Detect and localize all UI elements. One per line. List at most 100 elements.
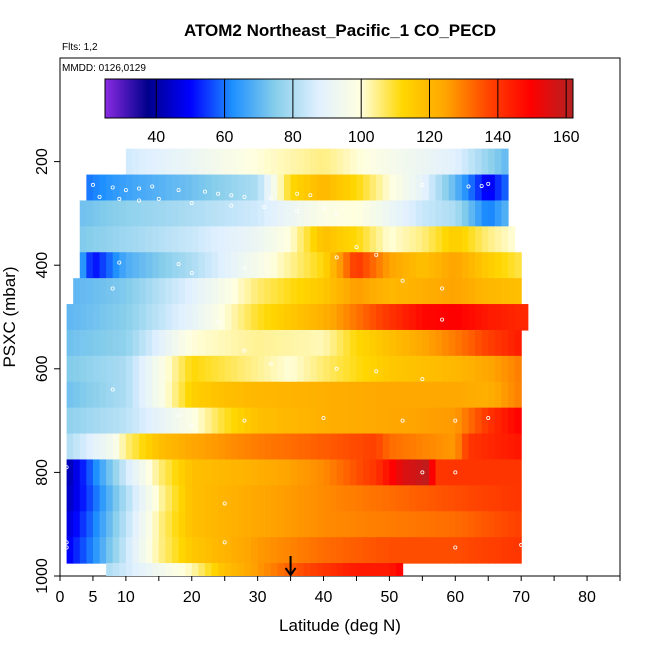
heatmap-cell xyxy=(99,537,107,564)
heatmap-cell xyxy=(402,278,410,305)
heatmap-cell xyxy=(191,459,199,486)
heatmap-cell xyxy=(376,433,384,461)
heatmap-cell xyxy=(204,433,213,461)
heatmap-cell xyxy=(145,355,153,383)
heatmap-cell xyxy=(99,511,107,538)
heatmap-cell xyxy=(270,459,279,486)
heatmap-cell xyxy=(402,485,410,512)
heatmap-cell xyxy=(172,304,180,331)
heatmap-cell xyxy=(211,355,219,383)
heatmap-cell xyxy=(356,355,364,383)
heatmap-cell xyxy=(178,226,186,253)
heatmap-cell xyxy=(270,433,279,461)
heatmap-cell xyxy=(514,511,522,538)
heatmap-cell xyxy=(330,381,338,409)
heatmap-cell xyxy=(382,200,391,227)
heatmap-cell xyxy=(224,226,232,253)
sample-marker xyxy=(400,418,405,423)
heatmap-cell xyxy=(363,278,371,305)
heatmap-cell xyxy=(415,252,423,279)
heatmap-cell xyxy=(290,278,298,305)
heatmap-cell xyxy=(363,174,371,202)
heatmap-cell xyxy=(165,537,173,564)
heatmap-cell xyxy=(86,304,94,331)
heatmap-cell xyxy=(494,200,503,227)
heatmap-cell xyxy=(284,304,292,331)
sample-marker xyxy=(110,286,115,291)
heatmap-cell xyxy=(514,329,522,357)
heatmap-cell xyxy=(139,174,147,202)
heatmap-cell xyxy=(237,148,246,176)
heatmap-cell xyxy=(218,433,226,461)
heatmap-cell xyxy=(415,304,423,331)
heatmap-cell xyxy=(376,407,384,435)
heatmap-cell xyxy=(396,174,404,202)
heatmap-cell xyxy=(448,355,456,383)
heatmap-cell xyxy=(231,148,239,176)
heatmap-cell xyxy=(494,381,503,409)
heatmap-cell xyxy=(132,511,140,538)
heatmap-cell xyxy=(152,459,160,486)
heatmap-cell xyxy=(112,304,120,331)
heatmap-cell xyxy=(455,433,463,461)
heatmap-cell xyxy=(336,200,344,227)
heatmap-cell xyxy=(402,355,410,383)
heatmap-cell xyxy=(389,148,397,176)
heatmap-cell xyxy=(198,226,206,253)
heatmap-cell xyxy=(79,226,87,253)
heatmap-cell xyxy=(396,381,404,409)
heatmap-cell xyxy=(191,174,199,202)
sample-marker xyxy=(453,470,458,475)
heatmap-cell xyxy=(165,459,173,486)
heatmap-cell xyxy=(323,563,331,576)
heatmap-cell xyxy=(363,459,371,486)
heatmap-cell xyxy=(73,381,81,409)
heatmap-cell xyxy=(323,407,331,435)
heatmap-cell xyxy=(178,278,186,305)
heatmap-cell xyxy=(488,433,496,461)
heatmap-cell xyxy=(349,329,358,357)
heatmap-cell xyxy=(389,433,397,461)
heatmap-cell xyxy=(270,148,279,176)
heatmap-cell xyxy=(106,511,114,538)
heatmap-cell xyxy=(264,511,272,538)
heatmap-cell xyxy=(237,485,246,512)
heatmap-cell xyxy=(185,381,193,409)
heatmap-cell xyxy=(73,433,81,461)
heatmap-cell xyxy=(79,433,87,461)
heatmap-cell xyxy=(165,407,173,435)
heatmap-cell xyxy=(257,329,265,357)
heatmap-cell xyxy=(244,200,252,227)
heatmap-cell xyxy=(343,200,351,227)
heatmap-cell xyxy=(415,148,423,176)
heatmap-cell xyxy=(323,433,331,461)
heatmap-cell xyxy=(376,355,384,383)
heatmap-cell xyxy=(468,304,476,331)
heatmap-cell xyxy=(435,200,443,227)
heatmap-cell xyxy=(277,537,285,564)
heatmap-cell xyxy=(488,226,496,253)
heatmap-cell xyxy=(185,511,193,538)
heatmap-cell xyxy=(356,304,364,331)
heatmap-cell xyxy=(125,355,134,383)
heatmap-cell xyxy=(158,174,167,202)
heatmap-cell xyxy=(323,511,331,538)
heatmap-cell xyxy=(323,304,331,331)
heatmap-cell xyxy=(323,174,331,202)
heatmap-cell xyxy=(382,329,391,357)
heatmap-cell xyxy=(185,433,193,461)
heatmap-cell xyxy=(92,537,101,564)
heatmap-cell xyxy=(461,485,470,512)
sample-marker xyxy=(321,416,326,421)
heatmap-cell xyxy=(435,485,443,512)
heatmap-cell xyxy=(158,278,167,305)
heatmap-cell xyxy=(376,511,384,538)
heatmap-cell xyxy=(330,174,338,202)
heatmap-cell xyxy=(79,511,87,538)
heatmap-cell xyxy=(152,563,160,576)
heatmap-cell xyxy=(514,485,522,512)
heatmap-cell xyxy=(442,226,450,253)
heatmap-cell xyxy=(99,304,107,331)
heatmap-cell xyxy=(92,252,101,279)
heatmap-cell xyxy=(336,329,344,357)
